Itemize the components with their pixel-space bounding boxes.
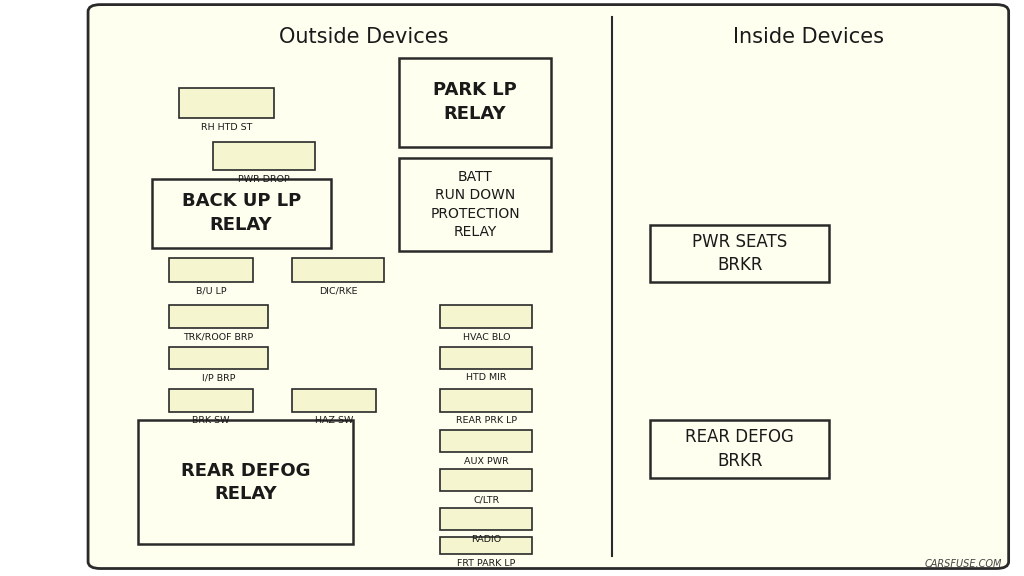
Bar bbox=[292, 258, 384, 282]
Text: BACK UP LP
RELAY: BACK UP LP RELAY bbox=[181, 192, 301, 234]
Text: REAR DEFOG
BRKR: REAR DEFOG BRKR bbox=[685, 429, 795, 470]
Text: PWR SEATS
BRKR: PWR SEATS BRKR bbox=[692, 233, 787, 274]
Text: HVAC BLO: HVAC BLO bbox=[463, 333, 510, 342]
Bar bbox=[138, 420, 353, 544]
Bar bbox=[292, 389, 376, 412]
Bar bbox=[169, 389, 253, 412]
Bar bbox=[440, 305, 532, 328]
Text: Inside Devices: Inside Devices bbox=[733, 28, 885, 47]
Text: Outside Devices: Outside Devices bbox=[279, 28, 449, 47]
Bar bbox=[440, 347, 532, 369]
Bar bbox=[440, 508, 532, 530]
Text: PARK LP
RELAY: PARK LP RELAY bbox=[433, 81, 517, 123]
Bar bbox=[152, 179, 331, 248]
Text: TRK/ROOF BRP: TRK/ROOF BRP bbox=[183, 333, 254, 342]
Text: FRT PARK LP: FRT PARK LP bbox=[457, 559, 516, 568]
Text: BRK SW: BRK SW bbox=[193, 416, 229, 426]
Text: AUX PWR: AUX PWR bbox=[464, 457, 509, 466]
Bar bbox=[179, 88, 274, 118]
Text: REAR PRK LP: REAR PRK LP bbox=[456, 416, 517, 426]
Text: PWR DROP: PWR DROP bbox=[239, 175, 290, 184]
Bar bbox=[650, 225, 829, 282]
Text: RH HTD ST: RH HTD ST bbox=[201, 123, 253, 132]
Bar bbox=[440, 537, 532, 554]
Text: CARSFUSE.COM: CARSFUSE.COM bbox=[924, 559, 1001, 569]
Text: HTD MIR: HTD MIR bbox=[466, 373, 507, 382]
Bar bbox=[169, 347, 268, 369]
Text: C/LTR: C/LTR bbox=[473, 495, 500, 505]
Text: REAR DEFOG
RELAY: REAR DEFOG RELAY bbox=[181, 461, 310, 503]
Bar bbox=[650, 420, 829, 478]
Bar bbox=[169, 305, 268, 328]
FancyBboxPatch shape bbox=[88, 5, 1009, 569]
Text: BATT
RUN DOWN
PROTECTION
RELAY: BATT RUN DOWN PROTECTION RELAY bbox=[430, 170, 520, 239]
Bar bbox=[399, 158, 551, 251]
Bar bbox=[213, 142, 315, 170]
Bar bbox=[440, 430, 532, 452]
Text: RADIO: RADIO bbox=[471, 535, 502, 544]
Bar bbox=[440, 389, 532, 412]
Bar bbox=[169, 258, 253, 282]
Text: HAZ SW: HAZ SW bbox=[314, 416, 353, 426]
Text: I/P BRP: I/P BRP bbox=[202, 373, 236, 382]
Text: B/U LP: B/U LP bbox=[196, 287, 226, 296]
Bar bbox=[399, 58, 551, 147]
Bar bbox=[440, 469, 532, 491]
Text: DIC/RKE: DIC/RKE bbox=[318, 287, 357, 296]
